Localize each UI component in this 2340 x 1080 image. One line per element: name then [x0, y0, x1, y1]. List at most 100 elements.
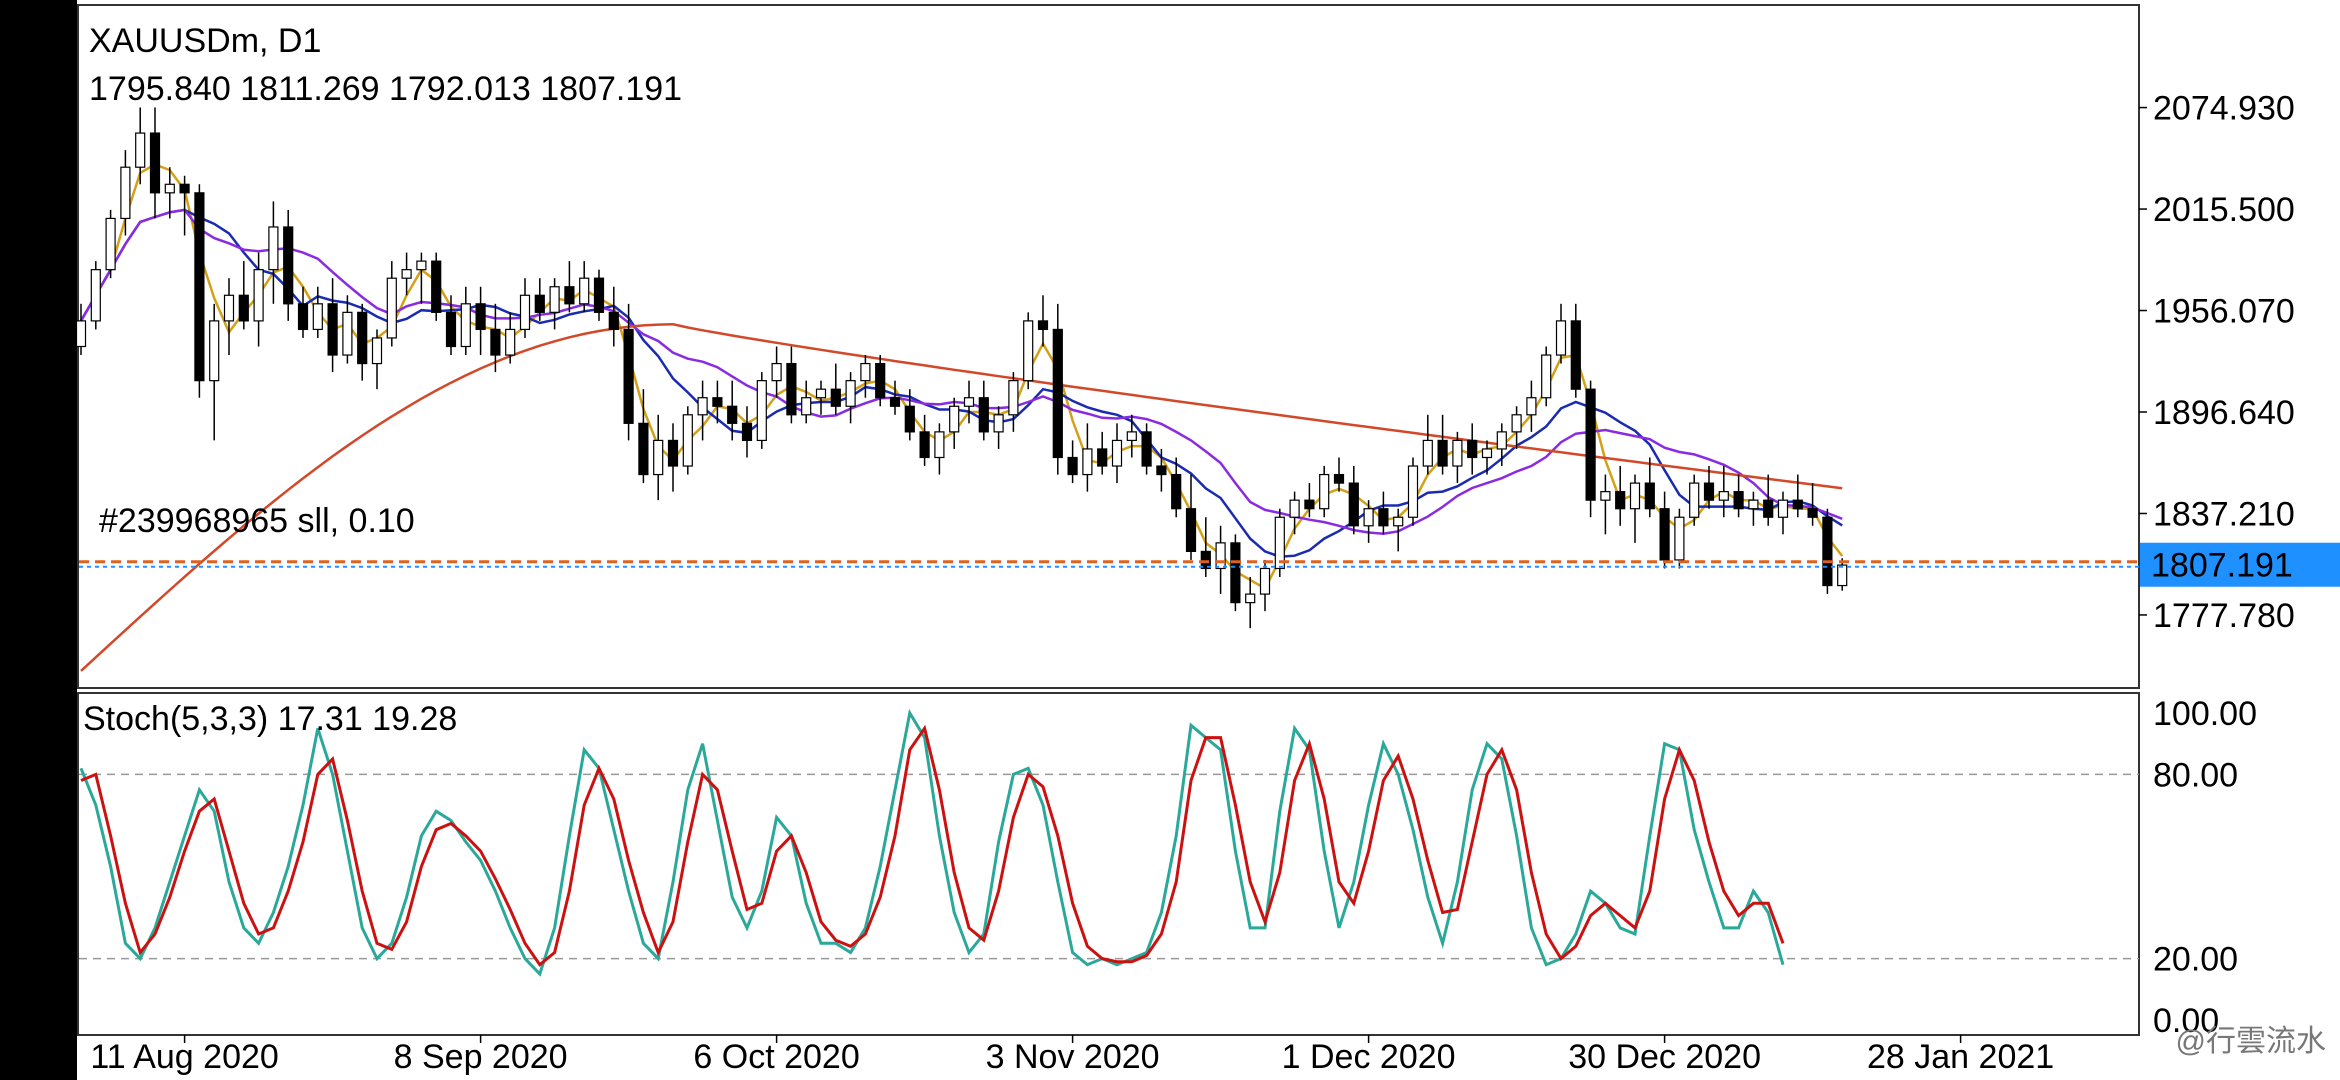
candle-body — [268, 226, 279, 271]
candle-body — [1185, 508, 1197, 552]
candle-body — [815, 388, 827, 399]
price-axis-label: 2015.500 — [2153, 191, 2295, 229]
candle-body — [1259, 567, 1271, 595]
symbol-timeframe-label: XAUUSDm, D1 — [89, 22, 321, 60]
ma-mid-line — [79, 208, 1843, 558]
candle-body — [860, 362, 871, 382]
candle-body — [1156, 465, 1167, 476]
stoch-signal-line — [80, 724, 1785, 967]
candle-body — [519, 294, 531, 331]
candle-body — [623, 328, 634, 424]
candle-body — [845, 380, 856, 407]
candle-body — [238, 294, 249, 322]
candle-body — [1200, 550, 1211, 570]
candle-body — [1541, 354, 1552, 399]
candle-body — [1304, 499, 1315, 510]
chart-svg[interactable]: XAUUSDm, D1 1795.840 1811.269 1792.013 1… — [77, 0, 2340, 1080]
candle-body — [1393, 516, 1404, 527]
price-axis-label: 1956.070 — [2153, 293, 2295, 331]
candle-body — [1674, 516, 1685, 561]
candle-body — [194, 192, 205, 382]
candle-body — [1437, 439, 1448, 467]
candle-body — [1511, 414, 1522, 433]
candle-body — [1333, 473, 1345, 484]
candle-body — [1245, 593, 1256, 604]
candle-body — [1644, 482, 1655, 510]
candle-body — [1718, 491, 1729, 501]
candle-body — [490, 328, 501, 356]
candle-body — [445, 311, 457, 348]
candle-body — [1452, 439, 1463, 467]
candle-body — [904, 405, 915, 433]
chart-area[interactable]: XAUUSDm, D1 1795.840 1811.269 1792.013 1… — [77, 0, 2340, 1080]
candle-body — [549, 286, 560, 313]
candle-body — [1777, 499, 1789, 518]
current-price-tag-bg — [2140, 542, 2340, 587]
candle-body — [1748, 499, 1759, 510]
candle-body — [1289, 499, 1300, 518]
candle-body — [149, 132, 161, 194]
price-axis-label: 2074.930 — [2153, 90, 2295, 128]
candle-body — [1615, 491, 1626, 510]
candle-body — [1111, 439, 1123, 467]
ma-slow-line — [79, 208, 1843, 535]
candle-body — [460, 303, 471, 348]
candle-body — [1215, 542, 1226, 570]
candle-body — [949, 405, 960, 433]
candle-body — [1659, 508, 1670, 561]
candle-body — [1052, 328, 1063, 459]
candle-body — [209, 320, 220, 382]
candle-body — [579, 277, 590, 305]
candle-body — [1097, 448, 1108, 467]
candle-body — [1230, 542, 1241, 604]
ohlc-values-label: 1795.840 1811.269 1792.013 1807.191 — [89, 70, 682, 108]
candle-body — [786, 362, 797, 416]
time-axis-label: 8 Sep 2020 — [394, 1038, 568, 1076]
candle-body — [90, 269, 101, 322]
candle-body — [297, 303, 309, 331]
candle-body — [830, 388, 841, 407]
candle-body — [875, 362, 886, 399]
candle-body — [741, 422, 753, 442]
candle-body — [342, 311, 353, 356]
stoch-axis-label: 0.00 — [2153, 1002, 2219, 1040]
candle-body — [1023, 320, 1034, 382]
candle-body — [727, 405, 738, 424]
candle-body — [1822, 516, 1833, 587]
candle-body — [667, 439, 679, 467]
candle-body — [1467, 439, 1478, 459]
candle-body — [1837, 564, 1848, 587]
candle-body — [1082, 448, 1093, 476]
candle-body — [1037, 320, 1049, 331]
candle-body — [993, 414, 1004, 433]
candle-body — [1407, 465, 1419, 518]
candle-body — [505, 328, 516, 356]
candle-body — [105, 217, 116, 271]
candle-body — [1763, 499, 1774, 518]
candle-body — [1171, 473, 1182, 510]
candle-body — [1629, 482, 1641, 510]
candle-body — [608, 311, 619, 331]
candle-body — [327, 303, 338, 356]
candle-body — [1274, 516, 1285, 570]
candle-body — [801, 397, 812, 416]
candle-body — [1141, 431, 1152, 467]
stoch-axis-label: 20.00 — [2153, 941, 2238, 979]
candle-body — [593, 277, 605, 313]
ma-long-line — [80, 323, 1843, 672]
candle-body — [1363, 508, 1374, 527]
stoch-axis-label: 100.00 — [2153, 695, 2257, 733]
candle-body — [712, 397, 723, 407]
candle-body — [1689, 482, 1700, 518]
candle-body — [653, 439, 664, 476]
candle-body — [120, 166, 131, 220]
candle-body — [135, 132, 146, 168]
current-price-value: 1807.191 — [2151, 547, 2293, 585]
candle-body — [1733, 491, 1744, 510]
candle-body — [934, 431, 945, 459]
candle-body — [1703, 482, 1715, 501]
candle-body — [1319, 473, 1330, 510]
candle-body — [1555, 320, 1567, 356]
stoch-panel-frame — [77, 692, 2140, 1036]
candle-body — [371, 337, 383, 365]
